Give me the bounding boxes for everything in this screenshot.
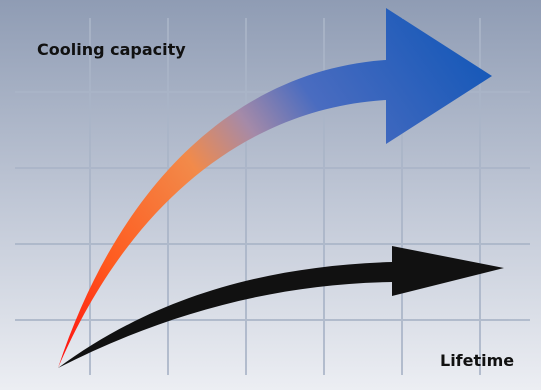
lifetime-arrow-icon <box>58 246 504 368</box>
cooling-capacity-arrow-icon <box>58 8 492 368</box>
cooling-capacity-label: Cooling capacity <box>37 40 186 59</box>
lifetime-label: Lifetime <box>440 351 515 370</box>
